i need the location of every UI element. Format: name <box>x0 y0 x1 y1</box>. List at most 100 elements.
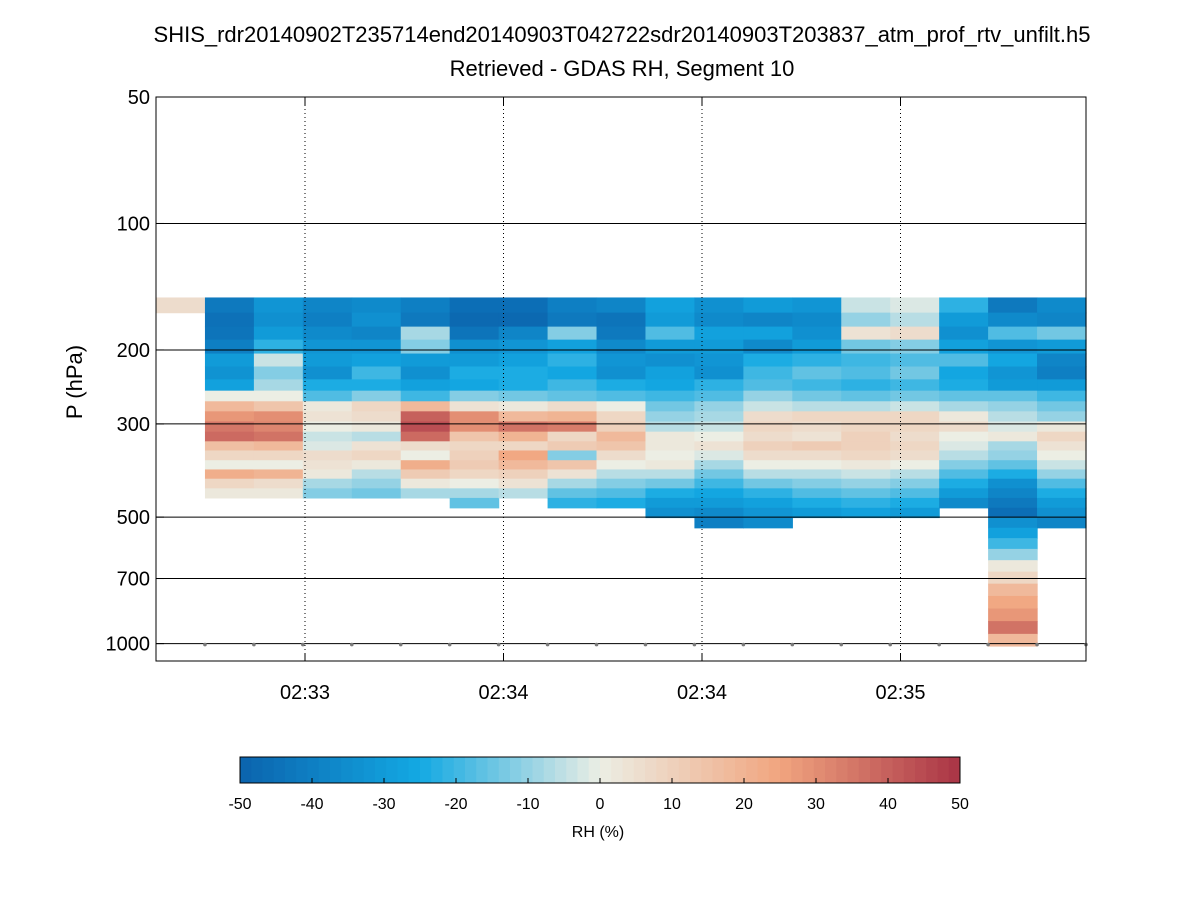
surface-marker <box>252 642 256 647</box>
heatmap-cell <box>841 507 891 519</box>
y-tick-label: 700 <box>117 569 150 591</box>
heatmap-cell <box>841 478 891 489</box>
heatmap-cell <box>253 450 304 461</box>
heatmap-cell <box>596 390 647 402</box>
heatmap-cell <box>351 297 402 314</box>
colorbar-swatch <box>645 757 657 783</box>
heatmap-cell <box>792 411 842 423</box>
heatmap-cell <box>645 312 696 328</box>
heatmap-cell <box>1037 507 1087 519</box>
heatmap-cell <box>841 421 891 433</box>
heatmap-cell <box>841 411 891 423</box>
heatmap-cell <box>596 339 647 355</box>
x-tick-label: 02:34 <box>478 682 528 704</box>
heatmap-cell <box>302 312 353 328</box>
heatmap-cell <box>890 353 940 368</box>
heatmap-cell <box>1037 401 1087 412</box>
surface-marker <box>839 642 844 647</box>
heatmap-cell <box>890 431 940 442</box>
heatmap-cell <box>743 366 793 380</box>
heatmap-cell <box>792 431 842 442</box>
heatmap-cell <box>743 469 793 480</box>
heatmap-cell <box>204 390 255 402</box>
heatmap-cell <box>204 353 255 368</box>
heatmap-cell <box>841 366 891 380</box>
colorbar-swatch <box>915 757 927 783</box>
heatmap-cell <box>302 431 353 442</box>
heatmap-cell <box>351 353 402 368</box>
heatmap-cell <box>400 339 451 355</box>
heatmap-cell <box>498 326 549 341</box>
heatmap-cell <box>498 421 549 433</box>
colorbar-swatch <box>768 757 781 783</box>
heatmap-cell <box>1037 431 1087 442</box>
heatmap-cell <box>890 312 940 328</box>
heatmap-cell <box>939 366 989 380</box>
colorbar-swatch <box>870 757 882 783</box>
heatmap-cell <box>498 401 549 412</box>
heatmap-cell <box>939 326 989 341</box>
colorbar-swatch <box>600 757 612 783</box>
heatmap-cell <box>596 497 647 509</box>
heatmap-cell <box>841 441 891 452</box>
colorbar-swatch <box>251 757 263 783</box>
heatmap-cell <box>841 297 891 314</box>
heatmap-cell <box>596 478 647 489</box>
heatmap-cell <box>351 450 402 461</box>
x-tick-label: 02:34 <box>677 682 727 704</box>
heatmap-cell <box>156 297 206 314</box>
surface-marker <box>692 642 697 647</box>
heatmap-cell <box>890 488 940 499</box>
colorbar-swatch <box>341 757 353 783</box>
colorbar-swatch <box>802 757 815 783</box>
colorbar-swatch <box>510 757 522 783</box>
colorbar-swatch <box>678 757 691 783</box>
heatmap-cell <box>351 478 402 489</box>
heatmap-cell <box>400 450 451 461</box>
heatmap-cell <box>302 366 353 380</box>
heatmap-cell <box>743 441 793 452</box>
heatmap-cell <box>302 401 353 412</box>
surface-marker <box>594 642 599 647</box>
heatmap-cell <box>498 390 549 402</box>
colorbar-swatch <box>701 757 713 783</box>
colorbar-swatch <box>825 757 837 783</box>
surface-marker <box>496 642 501 647</box>
heatmap-cell <box>694 353 744 368</box>
heatmap-cell <box>939 469 989 480</box>
colorbar-swatch <box>577 757 590 783</box>
heatmap-cell <box>1037 469 1087 480</box>
heatmap-cell <box>645 431 696 442</box>
heatmap-cell <box>939 488 989 499</box>
colorbar-swatch <box>633 757 646 783</box>
heatmap-cell <box>204 339 255 355</box>
heatmap-cell <box>694 441 744 452</box>
heatmap-cell <box>400 379 451 392</box>
colorbar-swatch <box>285 757 297 783</box>
colorbar-swatch <box>746 757 758 783</box>
heatmap-cell <box>449 431 500 442</box>
colorbar-tick-label: -40 <box>300 796 323 813</box>
heatmap-cell <box>841 488 891 499</box>
heatmap-cell <box>400 411 451 423</box>
heatmap-cell <box>939 421 989 433</box>
heatmap-cell <box>547 326 598 341</box>
heatmap-cell <box>1037 460 1087 471</box>
grid <box>156 96 1086 661</box>
colorbar-swatch <box>656 757 668 783</box>
colorbar-swatch <box>836 757 848 783</box>
heatmap-cell <box>596 312 647 328</box>
heatmap-cell <box>204 326 255 341</box>
heatmap-cell <box>449 488 500 499</box>
heatmap-cell <box>939 497 989 509</box>
heatmap-cell <box>988 339 1038 355</box>
heatmap-cell <box>988 517 1038 529</box>
heatmap-cell <box>547 441 598 452</box>
colorbar-swatch <box>948 757 961 783</box>
heatmap-cell <box>547 411 598 423</box>
heatmap-cell <box>449 460 500 471</box>
heatmap-cell <box>204 488 255 499</box>
heatmap-cell <box>988 379 1038 392</box>
heatmap-cell <box>449 469 500 480</box>
heatmap-cell <box>400 353 451 368</box>
